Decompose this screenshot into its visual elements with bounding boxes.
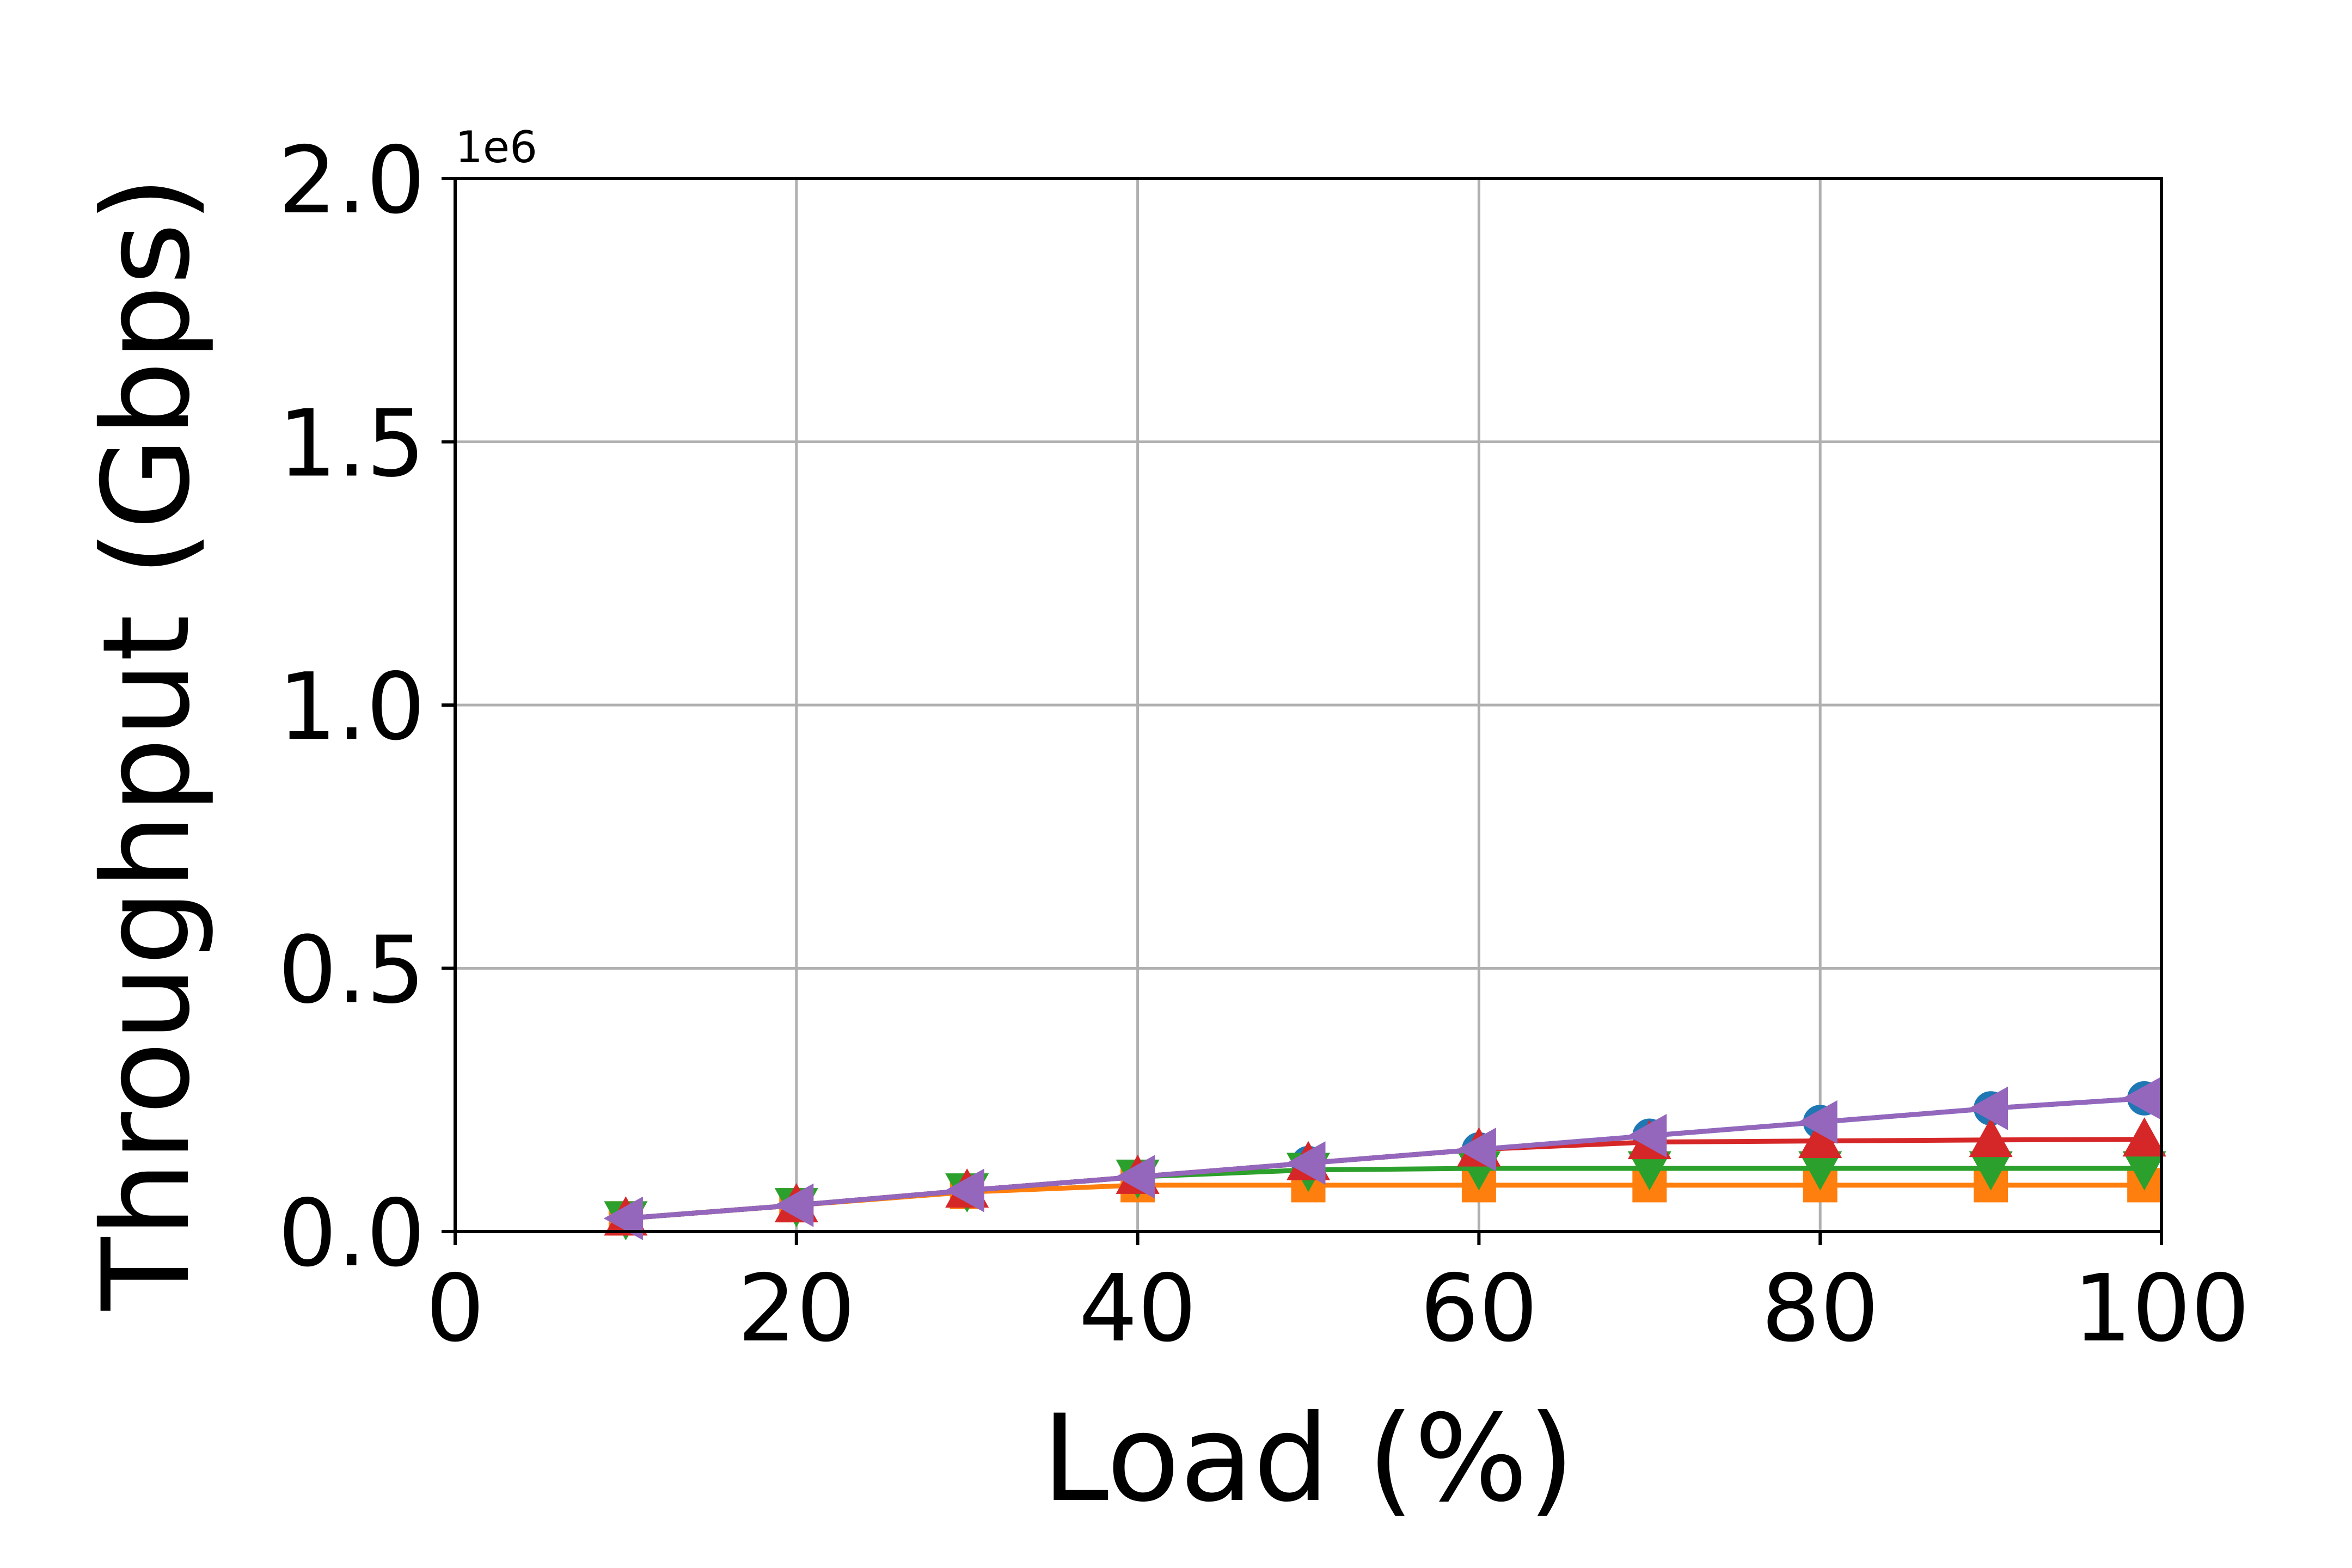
data-point-triangle-left — [1456, 1128, 1496, 1172]
grid-lines — [454, 177, 2163, 1233]
x-tick-label: 40 — [1079, 1255, 1196, 1363]
y-tick-label: 2.0 — [278, 127, 425, 235]
series-3 — [604, 1151, 2166, 1241]
y-axis-label: Throughput (Gbps) — [77, 176, 216, 1311]
x-tick-label: 60 — [1420, 1255, 1538, 1363]
series-line — [623, 1095, 2147, 1221]
y-tick-label: 1.0 — [278, 653, 425, 761]
data-point-triangle-left — [1286, 1141, 1326, 1185]
y-tick-label: 1.5 — [278, 390, 425, 498]
x-axis-label: Load (%) — [1042, 1389, 1575, 1528]
x-tick-label: 100 — [2073, 1255, 2250, 1363]
data-point-triangle-left — [1627, 1113, 1667, 1158]
data-point-triangle-left — [774, 1183, 814, 1227]
data-point-triangle-left — [1798, 1100, 1837, 1144]
y-tick-label: 0.5 — [278, 917, 425, 1025]
y-offset-label: 1e6 — [455, 122, 537, 173]
x-tick-label: 0 — [426, 1255, 485, 1363]
series-line — [623, 1166, 2147, 1221]
series-4 — [604, 1117, 2166, 1236]
x-tick-label: 20 — [738, 1255, 855, 1363]
y-tick-label: 0.0 — [278, 1180, 425, 1288]
series-layer — [603, 1076, 2166, 1241]
axis-ticks: 0 20 40 60 80 100 0.0 0.5 1.0 1.5 2.0 — [278, 127, 2250, 1363]
x-tick-label: 80 — [1761, 1255, 1879, 1363]
data-point-triangle-left — [603, 1196, 643, 1240]
data-point-triangle-left — [1116, 1155, 1155, 1199]
data-point-triangle-left — [1969, 1086, 2008, 1130]
series-5 — [603, 1076, 2162, 1240]
data-point-triangle-left — [945, 1168, 984, 1212]
data-point-triangle-up — [1969, 1118, 2013, 1157]
data-point-triangle-up — [2122, 1117, 2166, 1157]
series-line — [623, 1137, 2147, 1221]
